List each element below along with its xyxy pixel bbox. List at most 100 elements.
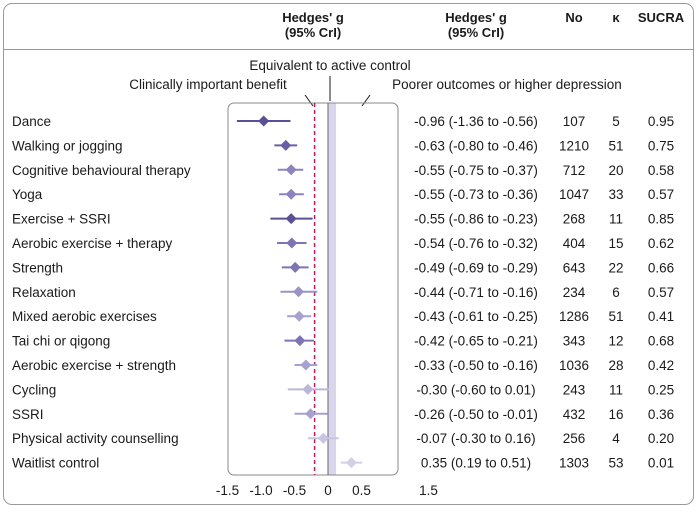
forest-row: Relaxation -0.44 (-0.71 to -0.16) 234 6 0.57 — [12, 285, 674, 300]
estimate-ci-text: -0.55 (-0.73 to -0.36) — [414, 187, 538, 202]
row-label: Physical activity counselling — [12, 431, 179, 446]
header-estimate-subtitle: (95% CrI) — [448, 25, 504, 40]
study-count: 20 — [608, 163, 623, 178]
forest-row: Walking or jogging -0.63 (-0.80 to -0.46)… — [12, 138, 674, 153]
point-estimate-marker — [294, 335, 306, 347]
sample-size: 107 — [563, 114, 586, 129]
forest-row: Aerobic exercise + therapy -0.54 (-0.76 t… — [12, 236, 674, 251]
forest-row: Yoga -0.55 (-0.73 to -0.36) 1047 33 0.57 — [12, 187, 674, 202]
x-axis-ticks: -1.5 -1.0 -0.5 0 0.5 1.5 — [216, 483, 438, 498]
header-sucra: SUCRA — [638, 10, 685, 25]
forest-row: Mixed aerobic exercises -0.43 (-0.61 to -… — [12, 309, 674, 324]
sucra-value: 0.57 — [648, 187, 674, 202]
row-label: Cycling — [12, 382, 56, 397]
sample-size: 1047 — [559, 187, 589, 202]
forest-row: Strength -0.49 (-0.69 to -0.29) 643 22 0.66 — [12, 260, 674, 275]
forest-row: SSRI -0.26 (-0.50 to -0.01) 432 16 0.36 — [12, 407, 674, 422]
estimate-ci-text: -0.43 (-0.61 to -0.25) — [414, 309, 538, 324]
forest-row: Dance -0.96 (-1.36 to -0.56) 107 5 0.95 — [12, 114, 674, 129]
estimate-ci-text: -0.96 (-1.36 to -0.56) — [414, 114, 538, 129]
point-estimate-marker — [286, 237, 298, 249]
forest-row: Physical activity counselling -0.07 (-0.3… — [12, 431, 674, 446]
study-count: 15 — [608, 236, 623, 251]
point-estimate-marker — [305, 408, 317, 420]
study-count: 28 — [608, 358, 623, 373]
row-label: Cognitive behavioural therapy — [12, 163, 191, 178]
point-estimate-marker — [285, 188, 297, 200]
study-count: 51 — [608, 138, 623, 153]
annotation-equivalent: Equivalent to active control — [249, 58, 410, 73]
row-label: SSRI — [12, 407, 44, 422]
x-tick-label: -1.0 — [249, 483, 272, 498]
header-no: No — [565, 10, 582, 25]
point-estimate-marker — [300, 359, 312, 371]
estimate-ci-text: -0.26 (-0.50 to -0.01) — [414, 407, 538, 422]
sample-size: 243 — [563, 382, 586, 397]
study-count: 5 — [612, 114, 620, 129]
point-estimate-marker — [289, 261, 301, 273]
point-estimate-marker — [302, 383, 314, 395]
row-label: Aerobic exercise + strength — [12, 358, 176, 373]
sucra-value: 0.68 — [648, 334, 674, 349]
study-count: 53 — [608, 456, 623, 471]
study-count: 6 — [612, 285, 620, 300]
estimate-ci-text: -0.55 (-0.75 to -0.37) — [414, 163, 538, 178]
sample-size: 234 — [563, 285, 586, 300]
point-estimate-marker — [293, 286, 305, 298]
x-tick-label: 0 — [324, 483, 332, 498]
x-tick-label: -0.5 — [283, 483, 306, 498]
study-count: 16 — [608, 407, 623, 422]
header-forest-title: Hedges' g — [282, 10, 344, 25]
sucra-value: 0.58 — [648, 163, 674, 178]
sample-size: 1286 — [559, 309, 589, 324]
sucra-value: 0.25 — [648, 382, 674, 397]
sample-size: 256 — [563, 431, 586, 446]
figure-frame — [3, 3, 694, 505]
sucra-value: 0.66 — [648, 260, 674, 275]
study-count: 11 — [609, 382, 623, 397]
sample-size: 1303 — [559, 456, 589, 471]
sucra-value: 0.20 — [648, 431, 674, 446]
row-label: Strength — [12, 260, 63, 275]
estimate-ci-text: -0.30 (-0.60 to 0.01) — [416, 382, 535, 397]
x-tick-label: 0.5 — [352, 483, 371, 498]
sucra-value: 0.01 — [648, 456, 674, 471]
row-label: Yoga — [12, 187, 43, 202]
row-label: Mixed aerobic exercises — [12, 309, 157, 324]
point-estimate-marker — [280, 139, 292, 151]
row-label: Exercise + SSRI — [12, 212, 111, 227]
estimate-ci-text: -0.54 (-0.76 to -0.32) — [414, 236, 538, 251]
point-estimate-marker — [285, 164, 297, 176]
sucra-value: 0.62 — [648, 236, 674, 251]
study-count: 51 — [608, 309, 623, 324]
estimate-ci-text: 0.35 (0.19 to 0.51) — [421, 456, 531, 471]
sucra-value: 0.57 — [648, 285, 674, 300]
study-count: 11 — [609, 212, 623, 227]
forest-row: Aerobic exercise + strength -0.33 (-0.50 … — [12, 358, 674, 373]
study-count: 12 — [608, 334, 623, 349]
header-estimate-title: Hedges' g — [445, 10, 507, 25]
estimate-ci-text: -0.55 (-0.86 to -0.23) — [414, 212, 538, 227]
annotation-benefit-pointer — [304, 94, 314, 107]
estimate-ci-text: -0.44 (-0.71 to -0.16) — [414, 285, 538, 300]
forest-row: Cycling -0.30 (-0.60 to 0.01) 243 11 0.25 — [12, 382, 674, 397]
point-estimate-marker — [258, 115, 270, 127]
row-label: Walking or jogging — [12, 138, 123, 153]
sucra-value: 0.85 — [648, 212, 674, 227]
estimate-ci-text: -0.33 (-0.50 to -0.16) — [414, 358, 538, 373]
row-label: Dance — [12, 114, 51, 129]
sample-size: 643 — [563, 260, 586, 275]
row-label: Relaxation — [12, 285, 76, 300]
estimate-ci-text: -0.63 (-0.80 to -0.46) — [414, 138, 538, 153]
plot-panel-border — [227, 102, 399, 476]
annotation-poorer-pointer — [361, 94, 371, 107]
sample-size: 343 — [563, 334, 586, 349]
point-estimate-marker — [293, 310, 305, 322]
forest-row: Waitlist control 0.35 (0.19 to 0.51) 1303 5… — [12, 456, 674, 471]
estimate-ci-text: -0.42 (-0.65 to -0.21) — [414, 334, 538, 349]
forest-row: Exercise + SSRI -0.55 (-0.86 to -0.23) 268… — [12, 212, 674, 227]
sample-size: 1036 — [559, 358, 589, 373]
sample-size: 404 — [563, 236, 586, 251]
study-count: 33 — [608, 187, 623, 202]
